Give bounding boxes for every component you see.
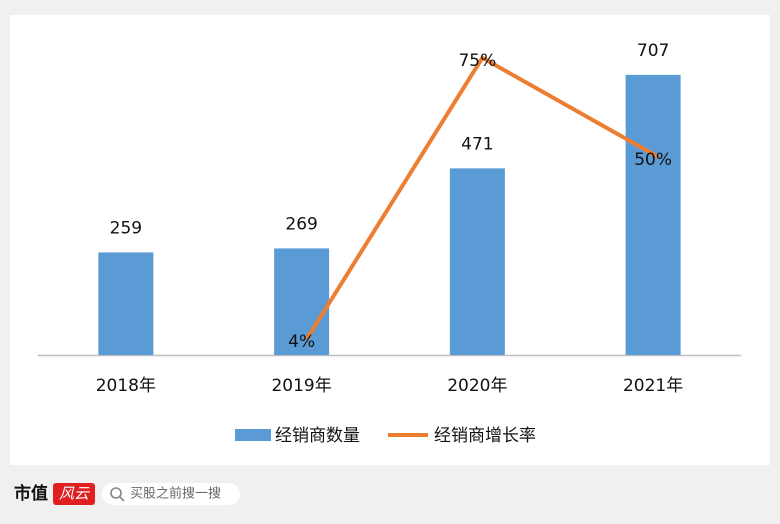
search-text: 买股之前搜一搜 [130,486,221,502]
legend-swatch [235,429,271,441]
bar-value-label: 707 [637,41,669,61]
line-value-label: 4% [288,332,315,352]
line-value-label: 50% [634,150,672,170]
x-tick-label: 2020年 [447,376,507,396]
x-tick-label: 2018年 [96,376,156,396]
bar-value-label: 471 [461,134,493,154]
bar [98,252,154,355]
bar-value-label: 269 [285,214,317,234]
logo-box [53,483,95,505]
line [304,55,660,341]
bar [274,248,330,355]
bar-value-label: 259 [110,218,142,238]
legend-label: 经销商数量 [275,426,360,446]
legend-label: 经销商增长率 [434,426,536,446]
footer: 市值 风云 买股之前搜一搜 [14,483,240,505]
search-box[interactable] [102,483,240,505]
bar [449,168,505,355]
search-icon-handle [119,496,125,502]
x-tick-label: 2019年 [271,376,331,396]
logo-main: 市值 [14,483,48,504]
bar [625,74,681,355]
line-value-label: 75% [458,51,496,71]
x-tick-label: 2021年 [623,376,683,396]
logo-accent: 风云 [59,485,90,503]
search-icon [110,487,122,499]
